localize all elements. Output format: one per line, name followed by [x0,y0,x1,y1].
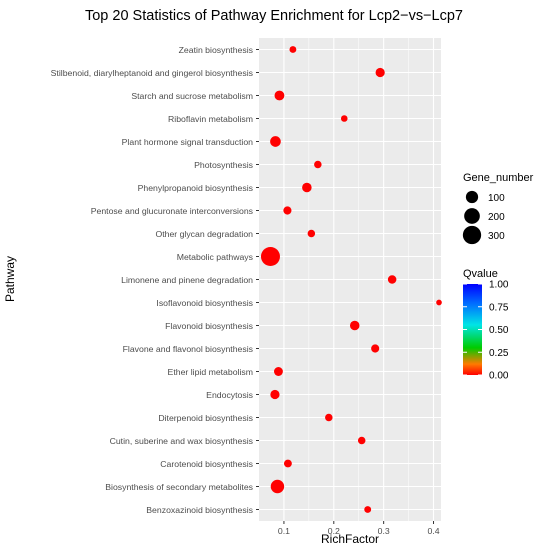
data-point: Zeatin biosynthesis [289,46,297,53]
data-point: Plant hormone signal transduction [270,136,281,147]
y-tick-label: Metabolic pathways [177,252,254,262]
data-point: Ether lipid metabolism [274,367,283,376]
data-point: Biosynthesis of secondary metabolites [270,479,285,494]
data-point: Isoflavonoid biosynthesis [436,299,442,306]
y-tick-label: Pentose and glucuronate interconversions [91,206,254,216]
qvalue-legend: Qvalue 1.00 0.75 0.50 0.25 0.00 [463,268,509,382]
data-point: Flavone and flavonol biosynthesis [371,344,380,353]
y-tick-label: Flavone and flavonol biosynthesis [123,344,254,354]
x-tick-label: 0.2 [328,526,340,536]
chart-title: Top 20 Statistics of Pathway Enrichment … [85,8,463,24]
y-tick-label: Endocytosis [206,390,253,400]
y-tick-label: Zeatin biosynthesis [179,45,254,55]
data-point: Cutin, suberine and wax biosynthesis [357,436,366,445]
y-tick-label: Isoflavonoid biosynthesis [156,298,253,308]
size-legend-dot [465,190,479,204]
y-tick-label: Carotenoid biosynthesis [160,459,253,469]
data-point: Riboflavin metabolism [340,115,348,122]
data-point: Limonene and pinene degradation [387,275,397,284]
x-tick-label: 0.4 [427,526,439,536]
x-axis-label: RichFactor [321,532,379,546]
y-tick-label: Limonene and pinene degradation [121,275,253,285]
qvalue-colorbar [463,284,482,375]
y-axis-label: Pathway [3,256,17,302]
qvalue-tick-label: 1.00 [489,280,509,291]
data-point: Starch and sucrose metabolism [274,90,285,101]
y-tick-label: Flavonoid biosynthesis [165,321,254,331]
data-point: Pentose and glucuronate interconversions [283,206,292,215]
qvalue-tick-label: 0.00 [489,371,509,382]
y-tick-label: Starch and sucrose metabolism [131,91,253,101]
size-legend-dot [462,225,482,245]
data-point: Phenylpropanoid biosynthesis [302,182,312,193]
size-legend-label: 200 [488,212,505,223]
y-tick-label: Ether lipid metabolism [168,367,253,377]
data-point: Diterpenoid biosynthesis [325,413,333,422]
size-legend-label: 300 [488,231,505,242]
data-point: Endocytosis [270,389,280,400]
y-tick-label: Photosynthesis [194,160,254,170]
x-axis: 0.1 0.2 0.3 0.4 [278,521,440,536]
x-tick-label: 0.1 [278,526,290,536]
qvalue-tick-label: 0.25 [489,348,509,359]
y-tick-label: Plant hormone signal transduction [122,137,254,147]
data-point: Carotenoid biosynthesis [283,459,292,468]
x-tick-label: 0.3 [378,526,390,536]
y-tick-label: Biosynthesis of secondary metabolites [105,482,253,492]
data-point: Flavonoid biosynthesis [349,320,360,331]
y-tick-label: Cutin, suberine and wax biosynthesis [110,436,254,446]
y-tick-label: Riboflavin metabolism [168,114,253,124]
size-legend-label: 100 [488,193,505,204]
qvalue-legend-title: Qvalue [463,268,498,280]
y-tick-label: Diterpenoid biosynthesis [158,413,253,423]
data-point: Stilbenoid, diarylheptanoid and gingerol… [375,67,385,78]
y-tick-label: Other glycan degradation [155,229,253,239]
y-tick-label: Benzoxazinoid biosynthesis [146,505,253,515]
data-points: Zeatin biosynthesis Stilbenoid, diarylhep… [260,46,442,513]
qvalue-tick-label: 0.50 [489,325,509,336]
size-legend-title: Gene_number [463,172,534,184]
size-legend: Gene_number 100 200 300 [462,172,534,245]
data-point: Metabolic pathways [260,247,280,266]
y-tick-label: Phenylpropanoid biosynthesis [138,183,254,193]
y-axis: Zeatin biosynthesis Stilbenoid, diarylhep… [51,45,259,515]
y-tick-label: Stilbenoid, diarylheptanoid and gingerol… [51,68,254,78]
grid-lines [259,38,441,521]
data-point: Other glycan degradation [307,229,316,238]
size-legend-dot [464,208,480,224]
qvalue-tick-label: 0.75 [489,302,509,313]
data-point: Benzoxazinoid biosynthesis [364,506,372,513]
data-point: Photosynthesis [314,160,322,169]
